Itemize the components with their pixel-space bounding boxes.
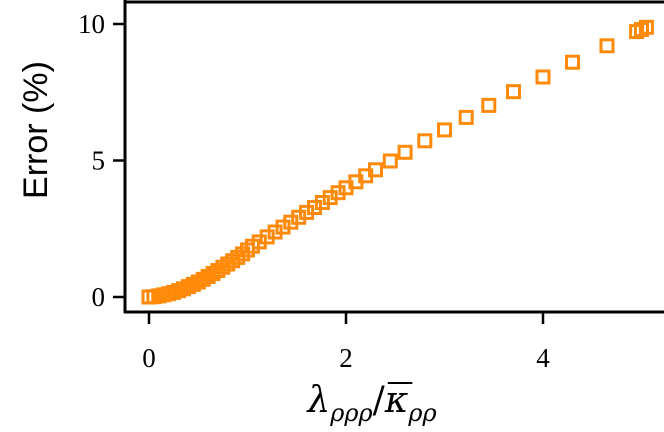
x-axis-title-denominator-subscript: ρρ: [407, 399, 436, 427]
x-axis-title-symbol-subscript: ρρρ: [329, 399, 372, 427]
x-axis-title-denominator: κ: [384, 380, 409, 421]
data-point: [481, 97, 497, 113]
y-tick-label: 5: [92, 146, 106, 176]
axis-ticks: 0 2 4 0 5 10: [78, 9, 550, 373]
data-point: [437, 122, 452, 138]
y-axis-title: Error (%): [17, 61, 55, 199]
x-axis-title-divider: /: [373, 380, 386, 421]
data-point: [417, 133, 433, 149]
x-tick-label: 4: [536, 343, 550, 373]
data-point: [382, 153, 398, 169]
y-tick-label: 0: [92, 282, 106, 312]
data-point: [397, 144, 413, 160]
data-point: [506, 84, 521, 100]
data-point: [565, 54, 580, 70]
x-axis-title: λρρρ/κρρ: [305, 380, 436, 427]
data-point: [458, 109, 474, 125]
data-points: [141, 19, 654, 305]
x-tick-label: 2: [339, 343, 353, 373]
data-point: [638, 19, 654, 35]
data-point: [535, 69, 551, 85]
data-point: [599, 38, 615, 54]
y-tick-label: 10: [78, 9, 105, 39]
x-axis-title-symbol: λ: [305, 380, 330, 421]
data-point: [368, 162, 383, 178]
x-tick-label: 0: [142, 343, 156, 373]
